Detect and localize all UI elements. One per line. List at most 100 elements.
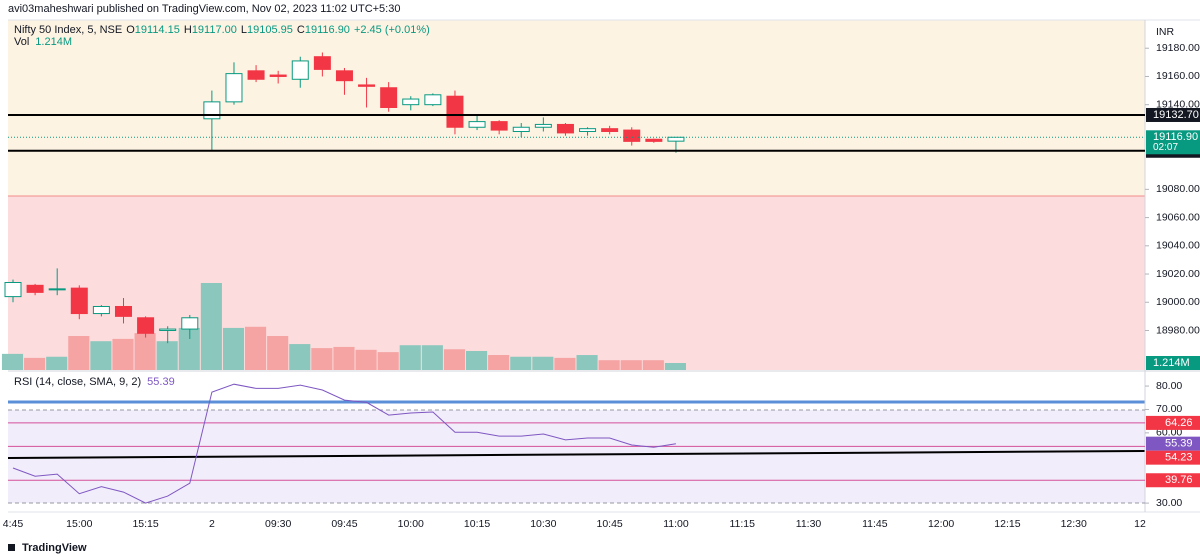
rsi-tick-label: 80.00 bbox=[1156, 380, 1182, 392]
drawn-trendline bbox=[7, 450, 1146, 459]
x-tick-label: 10:15 bbox=[464, 518, 490, 530]
x-tick-label: 10:30 bbox=[530, 518, 556, 530]
volume-bar bbox=[24, 357, 46, 370]
ohlc-label: H bbox=[184, 24, 192, 36]
volume-value: 1.214M bbox=[35, 36, 72, 48]
candle-body bbox=[512, 126, 530, 132]
rsi-value: 55.39 bbox=[147, 376, 175, 388]
candle-body bbox=[313, 56, 331, 70]
volume-bar bbox=[620, 360, 642, 370]
x-tick-label: 09:45 bbox=[331, 518, 357, 530]
y-tick-label: 19180.00 bbox=[1156, 42, 1200, 54]
rsi-tick-label: 70.00 bbox=[1156, 403, 1182, 415]
x-tick-label: 10:45 bbox=[597, 518, 623, 530]
candle-body bbox=[159, 328, 177, 331]
rsi-label-box bbox=[1146, 450, 1200, 465]
countdown: 02:07 bbox=[1153, 142, 1178, 153]
candle-body bbox=[4, 282, 22, 298]
volume-bar bbox=[68, 336, 90, 370]
y-tick-label: 19060.00 bbox=[1156, 211, 1200, 223]
volume-bar bbox=[554, 357, 576, 370]
candle-body bbox=[247, 70, 265, 80]
candle-body bbox=[269, 74, 287, 77]
ohlc-value: 19114.15 bbox=[135, 24, 180, 36]
publisher: avi03maheshwari published on TradingView… bbox=[8, 3, 400, 15]
rsi-label: 64.26 bbox=[1165, 417, 1193, 429]
volume-bar bbox=[488, 355, 510, 370]
volume-bar bbox=[532, 356, 554, 370]
ohlc-value: 19116.90 bbox=[305, 24, 350, 36]
volume-bar bbox=[134, 333, 156, 370]
volume-bar bbox=[664, 363, 686, 370]
volume-bar bbox=[377, 352, 399, 370]
candle-body bbox=[26, 284, 44, 293]
candle-body bbox=[203, 101, 221, 120]
candle-body bbox=[556, 123, 574, 134]
candle-body bbox=[667, 136, 685, 142]
candle-body bbox=[446, 95, 464, 128]
x-tick-label: 15:00 bbox=[66, 518, 92, 530]
last-price-label: 19116.90 bbox=[1153, 131, 1198, 143]
rsi-legend: RSI (14, close, SMA, 9, 2) 55.39 bbox=[14, 376, 175, 388]
volume-bar bbox=[355, 349, 377, 370]
candle-body bbox=[225, 73, 243, 103]
footer-logo: TradingView bbox=[8, 542, 87, 554]
volume-bar bbox=[245, 326, 267, 370]
price-label: 19132.70 bbox=[1153, 109, 1199, 121]
candle-body bbox=[137, 317, 155, 334]
rsi-label: 39.76 bbox=[1165, 474, 1193, 486]
x-tick-label: 11:15 bbox=[729, 518, 755, 530]
y-tick-label: 19000.00 bbox=[1156, 296, 1200, 308]
y-tick-label: 19080.00 bbox=[1156, 183, 1200, 195]
rsi-line bbox=[12, 383, 676, 504]
volume-label-box bbox=[1146, 356, 1200, 370]
candle-body bbox=[601, 128, 619, 132]
x-tick-label: 10:00 bbox=[398, 518, 424, 530]
y-tick-label: 19140.00 bbox=[1156, 98, 1200, 110]
candle-body bbox=[468, 121, 486, 128]
legend: Nifty 50 Index, 5, NSE O19114.15 H19117.00… bbox=[14, 24, 430, 36]
candle-body bbox=[579, 128, 597, 132]
volume-bar bbox=[576, 355, 598, 370]
rsi-label-box bbox=[1146, 415, 1200, 430]
x-tick-label: 2 bbox=[209, 518, 215, 530]
y-tick-label: 19040.00 bbox=[1156, 240, 1200, 252]
ohlc-label: L bbox=[241, 24, 247, 36]
volume-bar bbox=[46, 356, 68, 370]
candle-body bbox=[181, 317, 199, 330]
x-tick-label: 12:00 bbox=[928, 518, 954, 530]
change: +2.45 (+0.01%) bbox=[354, 24, 430, 36]
zone-upper bbox=[8, 20, 1145, 196]
volume-bar bbox=[642, 360, 664, 370]
volume-label: 1.214M bbox=[1153, 357, 1190, 369]
candle-body bbox=[291, 60, 309, 80]
y-tick-label: 19160.00 bbox=[1156, 70, 1200, 82]
rsi-tick-label: 30.00 bbox=[1156, 497, 1182, 509]
rsi-label-box bbox=[1146, 473, 1200, 488]
volume-bar bbox=[178, 327, 200, 370]
brand: TradingView bbox=[22, 542, 87, 554]
x-tick-label: 12 bbox=[1134, 518, 1146, 530]
volume-bar bbox=[311, 348, 333, 370]
zone-lower bbox=[8, 196, 1145, 370]
x-tick-label: 12:15 bbox=[994, 518, 1020, 530]
candle-body bbox=[114, 305, 132, 317]
x-tick-label: 11:00 bbox=[663, 518, 689, 530]
candle-body bbox=[424, 94, 442, 106]
y-tick-label: 19020.00 bbox=[1156, 268, 1200, 280]
ohlc-value: 19105.95 bbox=[247, 24, 293, 36]
volume-bar bbox=[90, 341, 112, 370]
symbol: Nifty 50 Index, 5, NSE bbox=[14, 24, 122, 36]
volume-bar bbox=[1, 353, 24, 370]
ohlc-label: O bbox=[126, 24, 135, 36]
ohlc-value: 19117.00 bbox=[192, 24, 237, 36]
volume-bar bbox=[289, 344, 311, 370]
volume-bar bbox=[267, 336, 289, 370]
candle-body bbox=[645, 138, 663, 142]
candle-body bbox=[490, 121, 508, 131]
x-tick-label: 15:15 bbox=[132, 518, 158, 530]
volume-bar bbox=[156, 341, 178, 370]
volume-bar bbox=[421, 345, 443, 370]
x-tick-label: 12:30 bbox=[1061, 518, 1087, 530]
